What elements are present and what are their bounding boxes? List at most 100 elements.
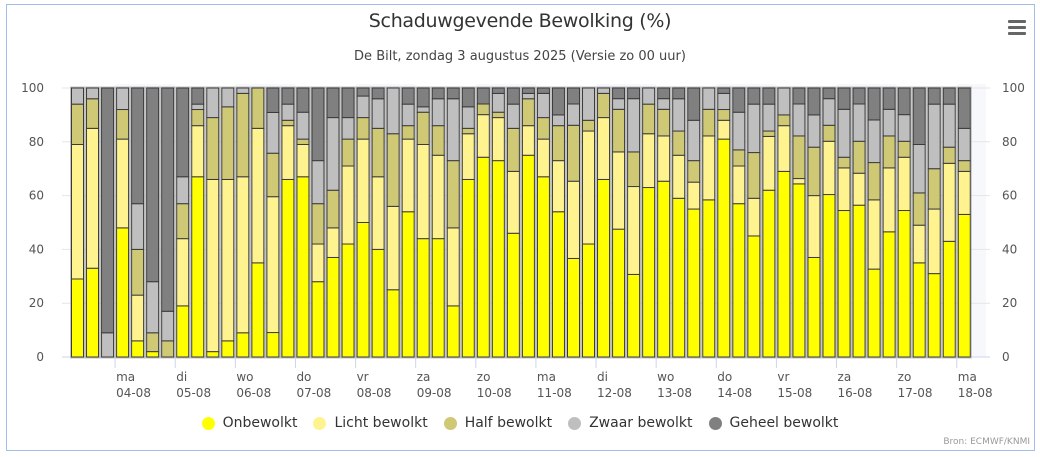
bar-stack[interactable] xyxy=(611,86,627,359)
bar-segment-half-bewolkt[interactable] xyxy=(191,109,205,127)
bar-segment-onbewolkt[interactable] xyxy=(566,257,580,358)
bar-segment-half-bewolkt[interactable] xyxy=(897,140,911,158)
bar-stack[interactable] xyxy=(505,86,521,359)
bar-segment-licht-bewolkt[interactable] xyxy=(326,227,340,258)
bar-stack[interactable] xyxy=(701,86,717,359)
bar-stack[interactable] xyxy=(746,86,762,359)
bar-segment-half-bewolkt[interactable] xyxy=(672,130,686,156)
bar-segment-licht-bewolkt[interactable] xyxy=(356,138,370,223)
bar-segment-zwaar-bewolkt[interactable] xyxy=(612,98,626,110)
bar-segment-onbewolkt[interactable] xyxy=(777,170,791,358)
bar-segment-geheel-bewolkt[interactable] xyxy=(807,87,821,116)
bar-segment-half-bewolkt[interactable] xyxy=(717,109,731,121)
bar-stack[interactable] xyxy=(941,86,957,359)
bar-segment-zwaar-bewolkt[interactable] xyxy=(491,92,505,113)
bar-segment-geheel-bewolkt[interactable] xyxy=(747,87,761,105)
bar-segment-onbewolkt[interactable] xyxy=(807,256,821,358)
bar-segment-geheel-bewolkt[interactable] xyxy=(942,87,956,105)
bar-segment-zwaar-bewolkt[interactable] xyxy=(942,103,956,148)
bar-segment-half-bewolkt[interactable] xyxy=(912,192,926,226)
bar-segment-onbewolkt[interactable] xyxy=(762,189,776,358)
bar-segment-onbewolkt[interactable] xyxy=(356,222,370,358)
bar-stack[interactable] xyxy=(385,86,401,359)
bar-segment-licht-bewolkt[interactable] xyxy=(491,117,505,162)
bar-stack[interactable] xyxy=(956,86,972,359)
bar-segment-licht-bewolkt[interactable] xyxy=(86,127,100,269)
bar-segment-geheel-bewolkt[interactable] xyxy=(431,87,445,100)
bar-segment-licht-bewolkt[interactable] xyxy=(236,176,250,334)
bar-stack[interactable] xyxy=(851,86,867,359)
bar-stack[interactable] xyxy=(430,86,446,359)
bar-stack[interactable] xyxy=(686,86,702,359)
bar-segment-zwaar-bewolkt[interactable] xyxy=(311,160,325,205)
bar-stack[interactable] xyxy=(535,86,551,359)
bar-stack[interactable] xyxy=(881,86,897,359)
bar-segment-zwaar-bewolkt[interactable] xyxy=(161,310,175,342)
bar-stack[interactable] xyxy=(490,86,506,359)
bar-segment-zwaar-bewolkt[interactable] xyxy=(176,176,190,205)
bar-segment-geheel-bewolkt[interactable] xyxy=(191,87,205,105)
bar-segment-zwaar-bewolkt[interactable] xyxy=(957,127,971,162)
bar-segment-zwaar-bewolkt[interactable] xyxy=(732,111,746,151)
bar-segment-geheel-bewolkt[interactable] xyxy=(446,87,460,100)
bar-segment-geheel-bewolkt[interactable] xyxy=(927,87,941,105)
bar-segment-zwaar-bewolkt[interactable] xyxy=(236,87,250,94)
bar-segment-geheel-bewolkt[interactable] xyxy=(371,87,385,100)
bar-segment-onbewolkt[interactable] xyxy=(582,243,596,358)
bar-segment-licht-bewolkt[interactable] xyxy=(431,154,445,240)
bar-segment-licht-bewolkt[interactable] xyxy=(777,125,791,172)
bar-segment-half-bewolkt[interactable] xyxy=(446,160,460,229)
bar-segment-licht-bewolkt[interactable] xyxy=(251,127,265,264)
bar-stack[interactable] xyxy=(445,86,461,359)
bar-segment-geheel-bewolkt[interactable] xyxy=(897,87,911,116)
bar-segment-half-bewolkt[interactable] xyxy=(416,111,430,145)
bar-stack[interactable] xyxy=(160,86,176,359)
bar-segment-onbewolkt[interactable] xyxy=(251,262,265,358)
bar-stack[interactable] xyxy=(295,86,311,359)
bar-segment-zwaar-bewolkt[interactable] xyxy=(657,98,671,110)
bar-segment-half-bewolkt[interactable] xyxy=(476,103,490,116)
bar-segment-half-bewolkt[interactable] xyxy=(687,160,701,183)
bar-segment-zwaar-bewolkt[interactable] xyxy=(341,117,355,140)
bar-segment-geheel-bewolkt[interactable] xyxy=(717,87,731,94)
bar-stack[interactable] xyxy=(776,86,792,359)
bar-segment-half-bewolkt[interactable] xyxy=(657,108,671,137)
bar-segment-licht-bewolkt[interactable] xyxy=(612,151,626,230)
bar-segment-zwaar-bewolkt[interactable] xyxy=(116,87,130,111)
bar-segment-onbewolkt[interactable] xyxy=(281,178,295,358)
bar-stack[interactable] xyxy=(175,86,191,359)
bar-stack[interactable] xyxy=(866,86,882,359)
bar-segment-geheel-bewolkt[interactable] xyxy=(822,87,836,100)
bar-stack[interactable] xyxy=(596,86,612,359)
bar-segment-half-bewolkt[interactable] xyxy=(236,92,250,178)
bar-segment-half-bewolkt[interactable] xyxy=(822,124,836,142)
bar-stack[interactable] xyxy=(400,86,416,359)
bar-segment-half-bewolkt[interactable] xyxy=(852,140,866,174)
bar-segment-licht-bewolkt[interactable] xyxy=(536,138,550,178)
bar-segment-half-bewolkt[interactable] xyxy=(747,152,761,199)
bar-segment-geheel-bewolkt[interactable] xyxy=(296,87,310,113)
bar-segment-licht-bewolkt[interactable] xyxy=(521,125,535,156)
bar-segment-licht-bewolkt[interactable] xyxy=(176,238,190,307)
bar-segment-geheel-bewolkt[interactable] xyxy=(266,87,280,113)
bar-segment-licht-bewolkt[interactable] xyxy=(687,181,701,210)
bar-segment-licht-bewolkt[interactable] xyxy=(311,243,325,283)
bar-segment-licht-bewolkt[interactable] xyxy=(597,117,611,180)
bar-segment-zwaar-bewolkt[interactable] xyxy=(431,98,445,127)
bar-stack[interactable] xyxy=(250,86,266,359)
bar-segment-licht-bewolkt[interactable] xyxy=(927,208,941,275)
bar-segment-licht-bewolkt[interactable] xyxy=(371,176,385,250)
bar-stack[interactable] xyxy=(100,86,116,359)
bar-stack[interactable] xyxy=(656,86,672,359)
bar-segment-zwaar-bewolkt[interactable] xyxy=(627,98,641,153)
bar-segment-onbewolkt[interactable] xyxy=(551,211,565,358)
bar-segment-onbewolkt[interactable] xyxy=(882,231,896,358)
bar-segment-onbewolkt[interactable] xyxy=(837,210,851,358)
bar-segment-zwaar-bewolkt[interactable] xyxy=(146,281,160,334)
bar-segment-zwaar-bewolkt[interactable] xyxy=(597,87,611,94)
bar-segment-licht-bewolkt[interactable] xyxy=(296,143,310,178)
bar-segment-half-bewolkt[interactable] xyxy=(792,135,806,180)
bar-segment-half-bewolkt[interactable] xyxy=(221,106,235,180)
bar-segment-licht-bewolkt[interactable] xyxy=(912,224,926,264)
bar-segment-geheel-bewolkt[interactable] xyxy=(882,87,896,110)
